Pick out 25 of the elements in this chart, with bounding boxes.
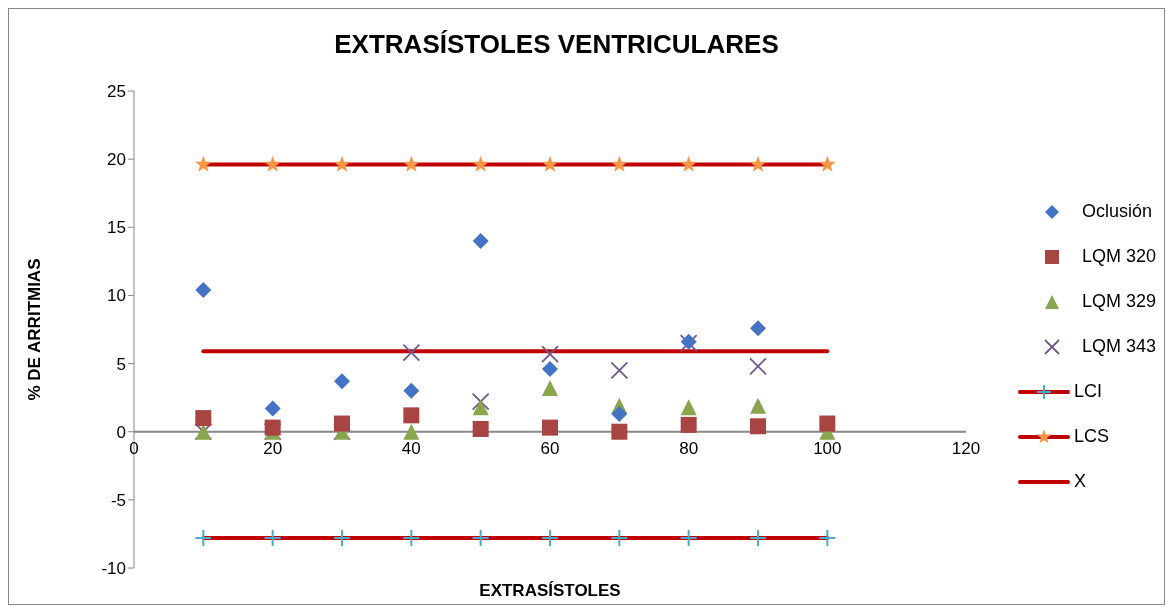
legend-label: Oclusión xyxy=(1081,201,1152,222)
y-axis-title: % DE ARRITMIAS xyxy=(25,258,45,401)
legend-label: LCS xyxy=(1073,426,1109,447)
legend-label: LQM 343 xyxy=(1081,336,1156,357)
x-tick-label: 100 xyxy=(813,438,842,458)
legend-label: LQM 320 xyxy=(1081,246,1156,267)
y-tick-label: -5 xyxy=(110,490,126,510)
x-tick-label: 80 xyxy=(679,438,699,458)
legend-label: LCI xyxy=(1073,381,1102,402)
y-tick-label: 10 xyxy=(107,286,126,306)
y-tick-label: 0 xyxy=(116,422,126,442)
x-axis-title: EXTRASÍSTOLES xyxy=(479,581,621,600)
legend-label: X xyxy=(1073,471,1086,492)
y-tick-label: 25 xyxy=(107,82,126,102)
x-tick-label: 40 xyxy=(401,438,421,458)
y-tick-label: 15 xyxy=(107,218,126,238)
y-tick-label: 5 xyxy=(116,354,126,374)
x-tick-label: 60 xyxy=(540,438,560,458)
x-tick-label: 20 xyxy=(263,438,283,458)
y-tick-label: 20 xyxy=(107,150,126,170)
chart-title: EXTRASÍSTOLES VENTRICULARES xyxy=(333,29,780,60)
x-tick-label: 120 xyxy=(951,438,981,458)
x-tick-label: 0 xyxy=(129,438,139,458)
y-tick-label: -10 xyxy=(101,559,126,579)
legend-label: LQM 329 xyxy=(1081,291,1156,312)
